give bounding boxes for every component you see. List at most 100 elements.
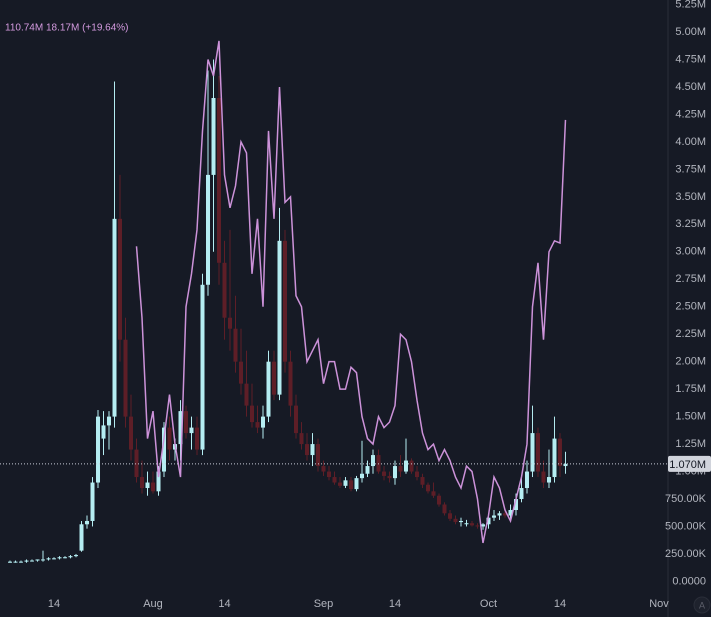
candle-body (409, 460, 414, 472)
candle-body (387, 475, 392, 479)
candle-body (30, 560, 35, 562)
y-tick-label: 3.50M (675, 191, 706, 203)
candle-body (129, 416, 134, 450)
candle-body (151, 482, 156, 492)
candle-body (508, 509, 513, 516)
candle-body (354, 478, 359, 490)
candle-body (447, 513, 452, 519)
candle-body (217, 97, 222, 263)
candle-body (189, 427, 194, 434)
candle-body (227, 317, 232, 329)
candle-body (68, 556, 73, 558)
candle-body (90, 482, 95, 521)
candle-body (315, 444, 320, 467)
candle-body (145, 482, 150, 489)
candle-body (359, 473, 364, 479)
y-tick-label: 1.75M (675, 383, 706, 395)
y-tick-label: 250.00K (665, 548, 707, 560)
candle-body (79, 524, 84, 551)
candle-body (557, 438, 562, 467)
candle-body (233, 328, 238, 362)
candle-body (277, 240, 282, 395)
candle-body (266, 361, 271, 417)
candle-body (513, 499, 518, 510)
candle-body (222, 262, 227, 318)
y-tick-label: 4.75M (675, 53, 706, 65)
candle-body (184, 411, 189, 434)
x-tick-label: 14 (48, 598, 60, 610)
auto-scale-label[interactable]: A (699, 600, 705, 610)
y-tick-label: 500.00K (665, 520, 707, 532)
candle-body (403, 460, 408, 472)
candle-body (491, 515, 496, 518)
candle-body (244, 383, 249, 406)
candle-body (431, 491, 436, 496)
candle-body (255, 422, 260, 428)
y-tick-label: 1.50M (675, 411, 706, 423)
auto-scale-button[interactable] (693, 596, 711, 614)
candle-body (178, 411, 183, 445)
candle-body (200, 284, 205, 450)
candle-body (19, 561, 24, 563)
candle-body (453, 518, 458, 523)
y-tick-label: 4.50M (675, 81, 706, 93)
overlay-legend: 110.74M 18.17M (+19.64%) (5, 23, 129, 34)
candle-body (321, 466, 326, 472)
candle-body (74, 555, 79, 557)
candle-body (370, 455, 375, 467)
overlay-line (135, 40, 567, 544)
y-tick-label: 4.00M (675, 136, 706, 148)
candle-body (156, 471, 161, 492)
candle-body (546, 477, 551, 483)
candle-body (376, 455, 381, 472)
candle-body (310, 444, 315, 456)
y-tick-label: 0.0000 (672, 575, 706, 587)
candle-body (85, 520, 90, 525)
candle-body (392, 466, 397, 479)
candle-body (381, 471, 386, 476)
candle-body (365, 466, 370, 474)
axes: 0.0000250.00K500.00K750.00K1.00M1.25M1.5… (48, 0, 711, 610)
candle-body (480, 524, 485, 527)
candle-body (271, 361, 276, 395)
last-price-box (668, 455, 711, 472)
candle-body (563, 463, 568, 467)
candle-body (552, 438, 557, 478)
y-tick-label: 5.25M (675, 0, 706, 11)
candle-body (436, 495, 441, 505)
y-tick-label: 2.50M (675, 301, 706, 313)
candle-body (293, 405, 298, 434)
y-tick-label: 750.00K (665, 493, 707, 505)
candle-body (282, 240, 287, 362)
candle-body (304, 444, 309, 456)
candle-body (8, 561, 13, 563)
y-tick-label: 3.00M (675, 246, 706, 258)
candle-body (442, 504, 447, 514)
x-tick-label: 14 (389, 598, 401, 610)
candle-body (425, 484, 430, 492)
candle-body (535, 433, 540, 472)
candle-body (123, 339, 128, 417)
candle-body (469, 523, 474, 526)
candle-body (118, 218, 123, 340)
candle-body (530, 433, 535, 472)
candle-body (398, 466, 403, 472)
candle-body (46, 558, 51, 560)
candle-body (63, 557, 68, 559)
last-price-label: 1.070M (669, 459, 706, 471)
candle-body (475, 525, 480, 527)
candle-body (167, 427, 172, 450)
x-tick-label: 14 (218, 598, 230, 610)
candle-body (288, 361, 293, 406)
y-tick-label: 5.00M (675, 26, 706, 38)
candle-body (162, 427, 167, 472)
candle-body (497, 513, 502, 516)
plot-area (0, 40, 668, 563)
x-tick-label: Aug (143, 598, 163, 610)
candle-body (13, 561, 18, 563)
candle-body (140, 477, 145, 489)
candle-body (35, 559, 40, 561)
